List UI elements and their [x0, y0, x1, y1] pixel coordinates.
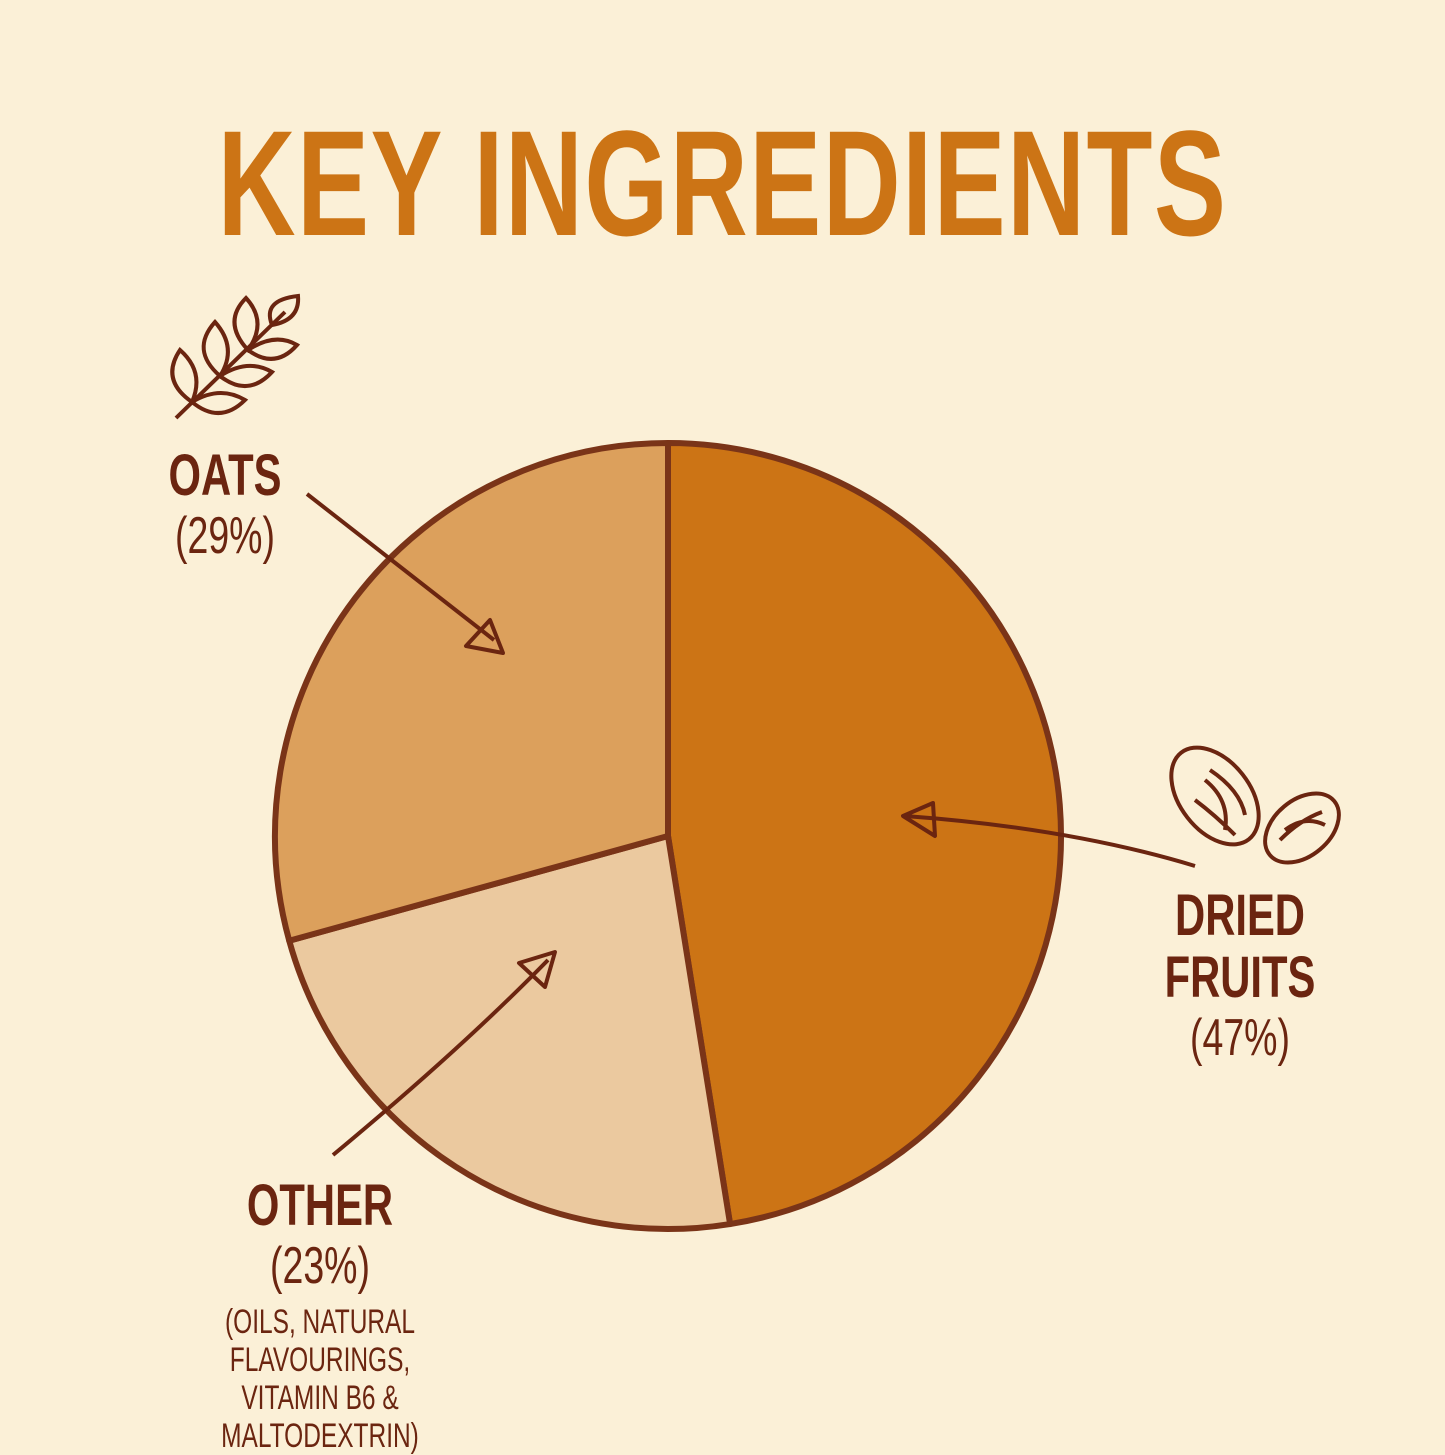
arrow-dried-fruits: [901, 801, 1196, 868]
slice-label-other: OTHER: [246, 1173, 394, 1238]
slice-label-dried-fruits: DRIED FRUITS: [1164, 883, 1316, 1010]
pie-slice-other: [286, 833, 734, 1232]
raisins-icon: [1169, 745, 1341, 865]
slice-pct-other: (23%): [270, 1237, 370, 1295]
label-dried-fruits: DRIED FRUITS (47%): [1110, 883, 1369, 1068]
arrow-oats: [305, 492, 505, 655]
arrow-other: [331, 950, 557, 1157]
slice-pct-oats: (29%): [175, 507, 275, 565]
other-note-line2: VITAMIN B6 & MALTODEXTRIN): [221, 1379, 419, 1455]
slice-pct-dried-fruits: (47%): [1190, 1009, 1290, 1067]
pie-slice-oats: [272, 440, 671, 944]
slice-label-oats: OATS: [168, 443, 282, 508]
chart-title: KEY INGREDIENTS: [217, 99, 1228, 267]
label-oats: OATS (29%): [153, 443, 297, 566]
pie-slice-dried-fruits: [665, 440, 1064, 1228]
label-other: OTHER (23%) (OILS, NATURAL FLAVOURINGS, …: [140, 1175, 500, 1455]
wheat-icon: [170, 293, 301, 420]
other-note-line1: (OILS, NATURAL FLAVOURINGS,: [225, 1303, 415, 1379]
